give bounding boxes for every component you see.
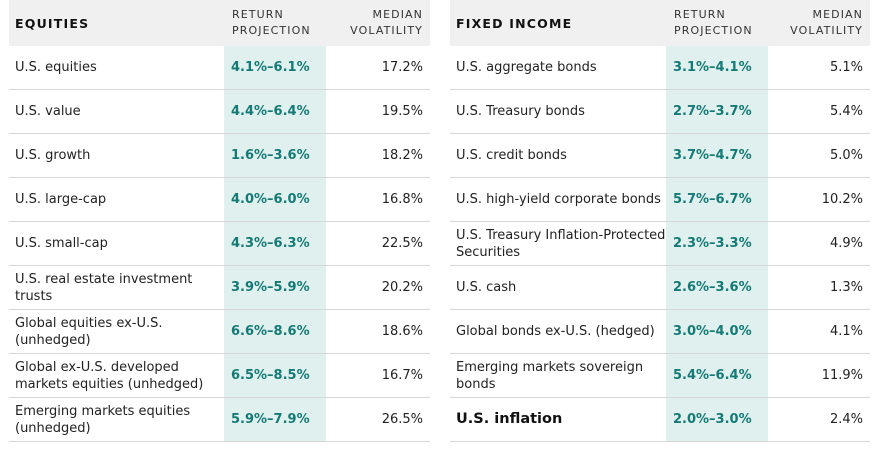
fixed-income-return-header: RETURN PROJECTION [666, 0, 768, 46]
median-volatility: 4.9% [768, 221, 870, 266]
median-volatility: 18.6% [326, 309, 430, 354]
asset-name: U.S. high-yield corporate bonds [450, 177, 666, 222]
median-volatility: 1.3% [768, 265, 870, 310]
median-volatility: 20.2% [326, 265, 430, 310]
return-projection: 5.7%–6.7% [666, 177, 768, 222]
return-projection: 3.1%–4.1% [666, 46, 768, 90]
asset-name: Global ex-U.S. developed markets equitie… [9, 353, 224, 398]
equities-header-row: EQUITIES RETURN PROJECTION MEDIAN VOLATI… [9, 0, 430, 46]
median-volatility: 18.2% [326, 133, 430, 178]
return-projection: 1.6%–3.6% [224, 133, 326, 178]
median-volatility: 10.2% [768, 177, 870, 222]
asset-name: U.S. cash [450, 265, 666, 310]
table-row: U.S. growth 1.6%–3.6% 18.2% [9, 133, 430, 178]
table-row: U.S. equities 4.1%–6.1% 17.2% [9, 46, 430, 90]
table-row: U.S. credit bonds 3.7%–4.7% 5.0% [450, 133, 870, 178]
return-projection: 2.7%–3.7% [666, 89, 768, 134]
table-row: U.S. high-yield corporate bonds 5.7%–6.7… [450, 177, 870, 222]
table-row: U.S. inflation 2.0%–3.0% 2.4% [450, 397, 870, 442]
table-row: U.S. small-cap 4.3%–6.3% 22.5% [9, 221, 430, 266]
equities-table: EQUITIES RETURN PROJECTION MEDIAN VOLATI… [9, 0, 430, 442]
asset-name: U.S. growth [9, 133, 224, 178]
asset-name: U.S. inflation [450, 397, 666, 442]
asset-name: U.S. real estate investment trusts [9, 265, 224, 310]
equities-volatility-header: MEDIAN VOLATILITY [326, 0, 430, 46]
asset-name: U.S. credit bonds [450, 133, 666, 178]
asset-name: U.S. Treasury bonds [450, 89, 666, 134]
asset-name: U.S. small-cap [9, 221, 224, 266]
table-row: U.S. Treasury bonds 2.7%–3.7% 5.4% [450, 89, 870, 134]
table-row: Global equities ex-U.S. (unhedged) 6.6%–… [9, 309, 430, 354]
return-projection: 4.3%–6.3% [224, 221, 326, 266]
volatility-header-line2: VOLATILITY [790, 24, 863, 37]
fixed-income-table: FIXED INCOME RETURN PROJECTION MEDIAN VO… [450, 0, 870, 442]
table-row: Emerging markets sovereign bonds 5.4%–6.… [450, 353, 870, 398]
table-row: U.S. value 4.4%–6.4% 19.5% [9, 89, 430, 134]
return-projection: 2.3%–3.3% [666, 221, 768, 266]
median-volatility: 16.7% [326, 353, 430, 398]
asset-name: Global bonds ex-U.S. (hedged) [450, 309, 666, 354]
return-header-line1: RETURN [232, 8, 284, 21]
return-projection: 4.1%–6.1% [224, 46, 326, 90]
return-projection: 6.5%–8.5% [224, 353, 326, 398]
table-row: U.S. cash 2.6%–3.6% 1.3% [450, 265, 870, 310]
asset-name: U.S. equities [9, 46, 224, 90]
return-projection: 6.6%–8.6% [224, 309, 326, 354]
return-projection: 2.6%–3.6% [666, 265, 768, 310]
return-projection: 3.0%–4.0% [666, 309, 768, 354]
volatility-header-line2: VOLATILITY [350, 24, 423, 37]
asset-name: U.S. Treasury Inflation-Protected Securi… [450, 221, 666, 266]
return-projection: 3.9%–5.9% [224, 265, 326, 310]
median-volatility: 2.4% [768, 397, 870, 442]
median-volatility: 5.4% [768, 89, 870, 134]
asset-name: Emerging markets sovereign bonds [450, 353, 666, 398]
table-row: Emerging markets equities (unhedged) 5.9… [9, 397, 430, 442]
volatility-header-line1: MEDIAN [372, 8, 423, 21]
median-volatility: 19.5% [326, 89, 430, 134]
asset-name: Global equities ex-U.S. (unhedged) [9, 309, 224, 354]
return-projection: 3.7%–4.7% [666, 133, 768, 178]
median-volatility: 4.1% [768, 309, 870, 354]
asset-name: U.S. aggregate bonds [450, 46, 666, 90]
table-row: Global bonds ex-U.S. (hedged) 3.0%–4.0% … [450, 309, 870, 354]
return-header-line1: RETURN [674, 8, 726, 21]
median-volatility: 5.0% [768, 133, 870, 178]
table-row: Global ex-U.S. developed markets equitie… [9, 353, 430, 398]
return-projection: 5.4%–6.4% [666, 353, 768, 398]
table-row: U.S. real estate investment trusts 3.9%–… [9, 265, 430, 310]
median-volatility: 22.5% [326, 221, 430, 266]
median-volatility: 26.5% [326, 397, 430, 442]
equities-title: EQUITIES [9, 0, 224, 46]
return-projection: 2.0%–3.0% [666, 397, 768, 442]
table-row: U.S. large-cap 4.0%–6.0% 16.8% [9, 177, 430, 222]
median-volatility: 17.2% [326, 46, 430, 90]
table-row: U.S. aggregate bonds 3.1%–4.1% 5.1% [450, 46, 870, 90]
fixed-income-volatility-header: MEDIAN VOLATILITY [768, 0, 870, 46]
volatility-header-line1: MEDIAN [812, 8, 863, 21]
asset-name: Emerging markets equities (unhedged) [9, 397, 224, 442]
asset-name: U.S. large-cap [9, 177, 224, 222]
fixed-income-header-row: FIXED INCOME RETURN PROJECTION MEDIAN VO… [450, 0, 870, 46]
return-header-line2: PROJECTION [674, 24, 753, 37]
median-volatility: 11.9% [768, 353, 870, 398]
fixed-income-title: FIXED INCOME [450, 0, 666, 46]
return-header-line2: PROJECTION [232, 24, 311, 37]
return-projection: 5.9%–7.9% [224, 397, 326, 442]
equities-return-header: RETURN PROJECTION [224, 0, 326, 46]
return-projection: 4.4%–6.4% [224, 89, 326, 134]
return-projection: 4.0%–6.0% [224, 177, 326, 222]
asset-name: U.S. value [9, 89, 224, 134]
table-row: U.S. Treasury Inflation-Protected Securi… [450, 221, 870, 266]
median-volatility: 5.1% [768, 46, 870, 90]
median-volatility: 16.8% [326, 177, 430, 222]
